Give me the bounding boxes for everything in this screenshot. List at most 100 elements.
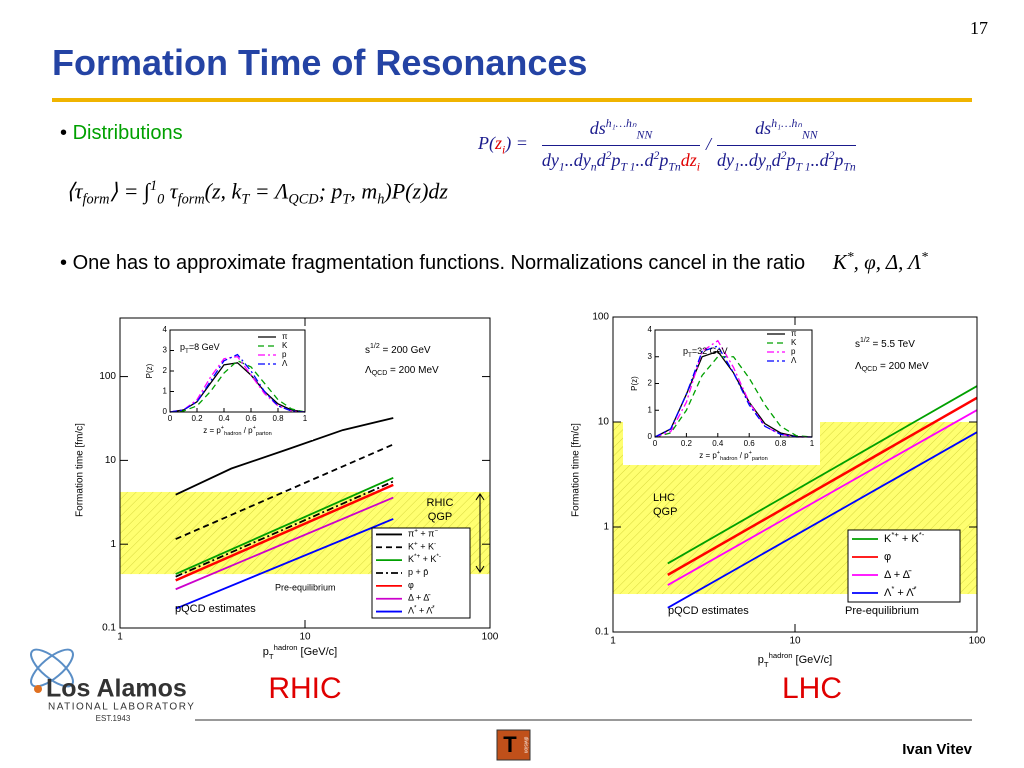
bullet-text: Distributions xyxy=(72,122,183,144)
math-part: n xyxy=(590,160,597,174)
text-part: parton xyxy=(256,431,272,437)
inset-x-label: z = p+hadron / p+parton xyxy=(699,450,768,462)
math-part: , φ, Δ, Λ xyxy=(853,250,921,274)
annotation: s1/2 = 200 GeV xyxy=(365,343,431,355)
x-tick-label: 100 xyxy=(969,636,986,647)
inset-line xyxy=(654,356,813,438)
text-part: − xyxy=(434,528,438,535)
text-part: T xyxy=(688,352,692,359)
slide-title: Formation Time of Resonances xyxy=(52,42,588,83)
annotation: ΛQCD = 200 MeV xyxy=(855,361,929,374)
annotation: s1/2 = 5.5 TeV xyxy=(855,337,915,349)
text-part: Λ xyxy=(855,361,862,372)
math-part: T xyxy=(241,191,250,208)
y-tick-label: 100 xyxy=(592,312,609,323)
formula-lhs: P(zi) = xyxy=(478,133,528,157)
math-part: 1 xyxy=(733,160,740,174)
series-line xyxy=(175,518,394,610)
band-label: QGP xyxy=(653,506,677,518)
inset-bg xyxy=(623,326,820,465)
text-part: p xyxy=(683,346,688,356)
inset-legend-label: Λ xyxy=(791,356,797,365)
y-tick-label: 10 xyxy=(598,417,610,428)
inset-y-label: P(z) xyxy=(630,376,639,391)
text-part: z = p xyxy=(203,426,221,435)
inset-label: pT=32 GeV xyxy=(683,346,728,359)
text-part: Λ xyxy=(408,606,414,616)
bullet: • One has to approximate fragmentation f… xyxy=(60,249,928,274)
math-part: dy xyxy=(541,149,559,170)
math-part: i xyxy=(502,143,506,157)
y-tick-label: 100 xyxy=(99,371,116,382)
chart-title: RHIC xyxy=(268,672,341,705)
text-part: [GeV/c] xyxy=(298,646,338,658)
legend-label: Λ* + Λ̄* xyxy=(408,605,435,616)
math-part: T 1 xyxy=(795,160,811,174)
band-label: RHIC xyxy=(427,497,454,509)
fraction: dsh₁…hₙNN dy1..dynd2pT 1..d2pTn xyxy=(716,116,856,174)
formula-sep: / xyxy=(705,134,711,155)
text-part: φ xyxy=(408,580,414,590)
title-rule xyxy=(52,98,972,102)
denominator: dy1..dynd2pT 1..d2pTndzi xyxy=(542,149,700,174)
inset-frame xyxy=(654,329,813,438)
math-part: p xyxy=(611,149,621,170)
text-part: =32 GeV xyxy=(692,346,728,356)
inset-x-tick-label: 0.2 xyxy=(191,414,203,423)
math-part: , m xyxy=(350,178,378,204)
legend-label: φ xyxy=(408,580,414,590)
math-part: 1 xyxy=(558,160,565,174)
text-part: z = p xyxy=(699,451,717,460)
text-part: + xyxy=(749,450,752,456)
x-tick-label: 100 xyxy=(482,632,499,643)
math-part: NN xyxy=(636,128,653,142)
legend-label: p + p̄ xyxy=(408,567,428,577)
text-part: T xyxy=(185,348,189,355)
series-line xyxy=(175,476,394,575)
math-part: ds xyxy=(755,118,772,138)
math-part: (z, k xyxy=(204,178,242,204)
math-part: ; p xyxy=(318,178,343,204)
math-part: 0 xyxy=(157,191,165,208)
text-part: T xyxy=(764,660,769,669)
inset-y-tick-label: 2 xyxy=(163,366,168,375)
text-part: + xyxy=(221,425,224,431)
text-part: + Λ̄ xyxy=(894,587,915,599)
inset-line xyxy=(169,359,306,413)
org-est: EST.1943 xyxy=(96,714,131,723)
text-part: + xyxy=(253,425,256,431)
text-part: = 200 GeV xyxy=(380,345,431,356)
numerator: dsh₁…hₙNN xyxy=(755,116,817,142)
y-tick-label: 1 xyxy=(110,539,116,550)
x-tick-label: 10 xyxy=(789,636,801,647)
math-part: p xyxy=(786,149,796,170)
inset-legend-label: K xyxy=(791,338,797,347)
text-part: - xyxy=(434,540,436,547)
series-line xyxy=(667,409,978,586)
x-axis-label: pThadron [GeV/c] xyxy=(263,643,338,661)
math-part: 2 xyxy=(605,148,612,162)
inset-legend-label: π xyxy=(282,332,288,341)
inset-legend-label: K xyxy=(282,341,288,350)
math-part: 2 xyxy=(653,148,660,162)
text-part: = 200 MeV xyxy=(387,365,439,376)
math-part: dz xyxy=(680,149,697,170)
text-part: parton xyxy=(752,456,768,462)
arrow-head xyxy=(475,493,485,573)
math-part: d xyxy=(596,149,606,170)
series-line xyxy=(667,385,978,565)
x-axis-label: pThadron [GeV/c] xyxy=(758,651,833,669)
math-part: ..dy xyxy=(564,149,591,170)
org-sub: NATIONAL LABORATORY xyxy=(48,702,195,713)
text-part: K xyxy=(408,542,414,552)
inset-line xyxy=(654,339,812,438)
math-part: dy xyxy=(716,149,734,170)
math-part: h xyxy=(377,191,385,208)
inset-x-tick-label: 0.6 xyxy=(245,414,257,423)
y-tick-label: 1 xyxy=(603,522,609,533)
math-part: p xyxy=(834,149,844,170)
text-part: Λ xyxy=(365,365,372,376)
chart-title: LHC xyxy=(782,672,842,705)
text-part: + K xyxy=(420,555,436,565)
